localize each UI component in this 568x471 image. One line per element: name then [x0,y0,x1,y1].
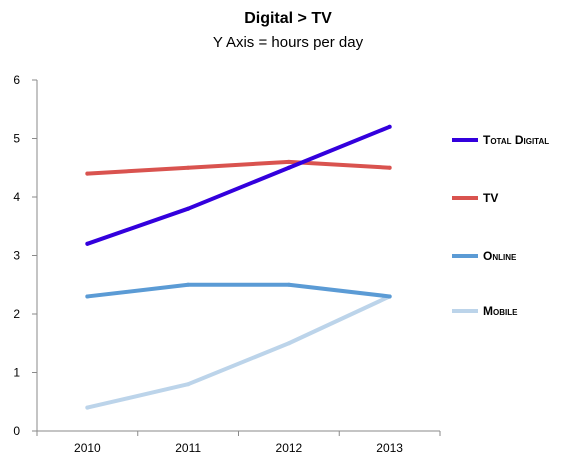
data-point-mobile [186,382,191,387]
data-point-mobile [85,405,90,410]
axes: 0 1 2 3 4 5 6 2010 2011 2012 2013 [13,73,441,455]
series-line-total-digital [85,124,392,246]
y-tick-label: 0 [13,424,20,438]
series-line-mobile [85,294,392,410]
data-point-online [186,282,191,287]
series-line-online [85,282,392,299]
data-point-online [286,282,291,287]
data-point-total-digital [186,206,191,211]
series-line-tv [85,159,392,176]
data-point-tv [186,165,191,170]
data-point-total-digital [286,165,291,170]
data-point-total-digital [85,241,90,246]
legend-label-mobile: Mobile [483,304,518,318]
data-point-total-digital [387,124,392,129]
x-tick-label: 2010 [74,441,101,455]
y-tick-label: 1 [13,366,20,380]
legend-label-total-digital: Total Digital [483,133,549,147]
data-point-tv [85,171,90,176]
y-tick-label: 2 [13,307,20,321]
chart-title: Digital > TV [244,10,332,27]
chart-subtitle: Y Axis = hours per day [213,34,364,51]
legend-label-online: Online [483,249,517,263]
data-point-tv [387,165,392,170]
x-tick-label: 2011 [175,441,201,455]
x-tick-label: 2013 [376,441,403,455]
legend: Total Digital TV Online Mobile [452,133,549,318]
y-tick-label: 3 [13,249,20,263]
x-tick-label: 2012 [276,441,303,455]
y-tick-label: 6 [13,73,20,87]
data-point-online [85,294,90,299]
y-tick-label: 4 [13,190,20,204]
data-point-mobile [286,341,291,346]
data-point-online [387,294,392,299]
series-layer [85,124,392,410]
data-point-tv [286,159,291,164]
legend-label-tv: TV [483,191,498,205]
y-tick-label: 5 [13,132,20,146]
